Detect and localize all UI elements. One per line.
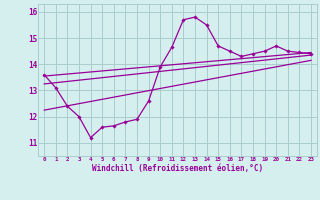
X-axis label: Windchill (Refroidissement éolien,°C): Windchill (Refroidissement éolien,°C) xyxy=(92,164,263,173)
